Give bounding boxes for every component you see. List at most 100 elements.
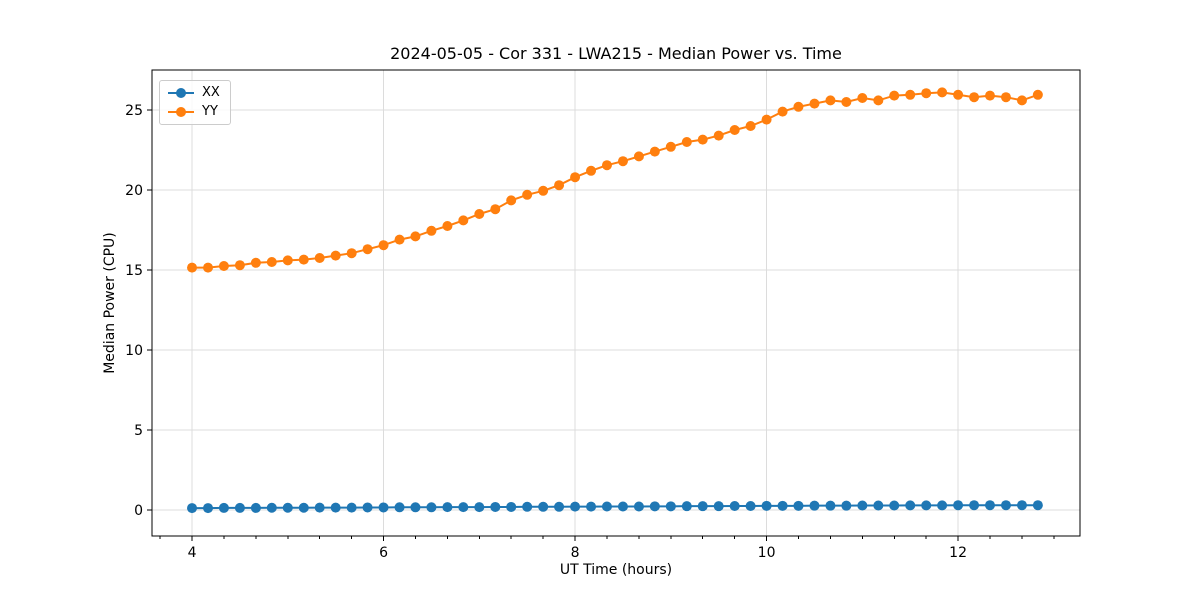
data-point-yy [745, 121, 756, 131]
data-point-xx [809, 500, 820, 511]
data-point-xx [506, 501, 517, 512]
data-point-yy [314, 253, 325, 263]
data-point-yy [346, 248, 357, 259]
legend-label-xx: XX [202, 85, 220, 100]
data-point-xx [314, 502, 325, 513]
data-point-yy [218, 261, 229, 271]
data-point-xx [218, 502, 229, 513]
data-point-xx [633, 501, 644, 512]
data-point-xx [921, 500, 932, 511]
data-point-yy [203, 262, 214, 273]
data-point-yy [633, 151, 644, 162]
data-point-xx [234, 502, 245, 513]
data-point-xx [665, 501, 676, 512]
data-point-xx [889, 500, 900, 511]
data-point-yy [586, 165, 597, 176]
data-point-yy [729, 125, 740, 135]
data-point-xx [713, 501, 724, 512]
data-point-xx [394, 502, 405, 513]
data-point-yy [649, 146, 660, 157]
y-tick-label: 10 [125, 343, 143, 359]
data-point-xx [554, 501, 565, 512]
data-point-xx [984, 500, 995, 511]
x-axis-label: UT Time (hours) [559, 562, 673, 578]
series-line-yy [192, 91, 1039, 269]
data-point-xx [905, 500, 916, 511]
data-point-xx [442, 502, 453, 513]
data-point-xx [873, 500, 884, 511]
data-point-xx [969, 500, 980, 511]
data-point-yy [1032, 89, 1043, 100]
data-point-xx [1000, 500, 1011, 511]
data-point-xx [346, 502, 357, 513]
data-point-xx [362, 502, 373, 513]
data-point-yy [538, 185, 549, 196]
legend-entry-xx: XX [167, 85, 220, 101]
data-point-yy [298, 254, 309, 265]
data-point-xx [522, 501, 533, 512]
data-point-yy [665, 141, 676, 152]
data-point-xx [490, 501, 501, 512]
data-point-xx [458, 502, 469, 513]
data-point-xx [1032, 500, 1043, 511]
data-point-yy [570, 172, 581, 183]
data-point-xx [378, 502, 389, 513]
data-point-xx [298, 502, 309, 513]
x-tick-label: 10 [758, 545, 776, 561]
data-point-yy [793, 101, 804, 112]
y-tick-label: 15 [125, 263, 143, 279]
data-point-yy [921, 88, 932, 99]
data-point-yy [617, 156, 628, 167]
data-point-yy [490, 204, 501, 215]
data-point-xx [426, 502, 437, 513]
data-point-xx [187, 503, 198, 514]
data-point-xx [474, 502, 485, 513]
data-point-yy [394, 234, 405, 245]
data-point-yy [857, 93, 868, 103]
legend-label-yy: YY [202, 104, 218, 119]
data-point-yy [282, 255, 293, 266]
data-point-yy [984, 90, 995, 101]
data-point-xx [410, 502, 421, 513]
data-point-xx [937, 500, 948, 511]
data-point-yy [506, 195, 517, 206]
data-point-yy [1016, 95, 1027, 106]
data-point-xx [841, 500, 852, 511]
y-tick-label: 5 [134, 423, 143, 439]
x-tick-label: 12 [949, 545, 967, 561]
y-tick-label: 0 [134, 503, 143, 519]
data-point-xx [857, 500, 868, 511]
plot-border [151, 69, 1081, 537]
data-point-xx [586, 501, 597, 512]
y-tick-label: 20 [125, 183, 143, 199]
data-point-xx [777, 500, 788, 511]
data-point-yy [378, 240, 389, 251]
data-point-yy [234, 260, 245, 271]
legend-line-marker-icon [168, 107, 194, 117]
data-point-yy [522, 189, 533, 200]
data-point-yy [410, 231, 421, 242]
data-point-xx [1016, 500, 1027, 511]
data-point-xx [745, 501, 756, 511]
data-point-yy [554, 180, 565, 191]
data-point-yy [458, 215, 469, 226]
data-point-xx [282, 502, 293, 513]
data-point-yy [681, 137, 692, 147]
data-point-xx [825, 500, 836, 511]
data-point-yy [953, 89, 964, 100]
data-point-yy [187, 262, 198, 273]
data-point-xx [793, 500, 804, 511]
data-point-yy [873, 95, 884, 106]
data-point-xx [697, 501, 708, 512]
data-point-yy [937, 87, 948, 98]
data-point-yy [1000, 92, 1011, 103]
data-point-yy [777, 106, 788, 117]
data-point-xx [681, 501, 692, 512]
data-point-yy [250, 257, 261, 268]
data-point-yy [442, 221, 453, 231]
data-point-yy [713, 130, 724, 141]
data-point-xx [250, 502, 261, 513]
data-point-xx [649, 501, 660, 512]
